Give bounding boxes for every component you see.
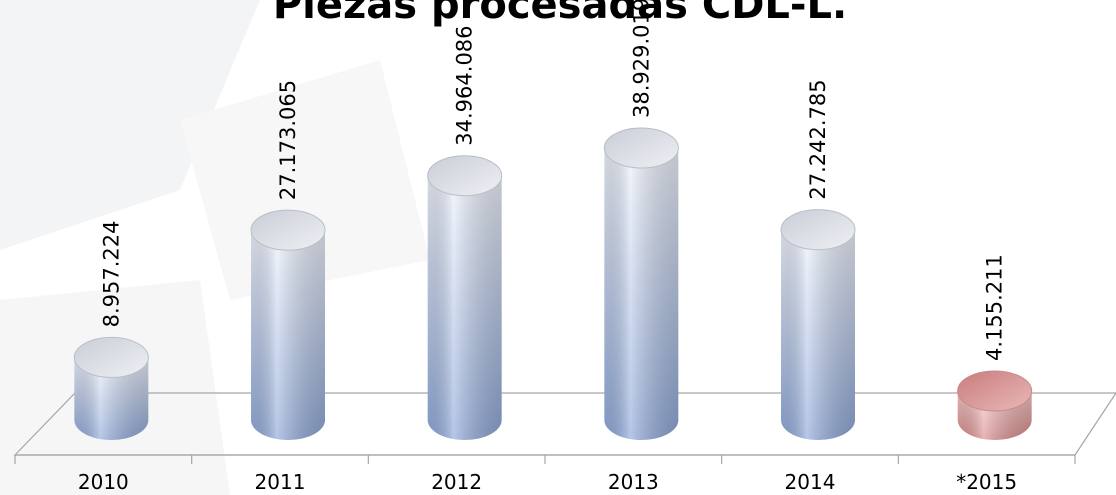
category-label: *2015 [956, 470, 1017, 494]
bars-group [73, 127, 1033, 440]
bar-top [780, 209, 856, 251]
value-label: 27.173.065 [276, 80, 300, 200]
background-decoration [0, 0, 430, 495]
bar-shading [251, 230, 325, 440]
bar-2014 [780, 209, 856, 440]
category-label: 2012 [431, 470, 482, 494]
bar-2012 [427, 155, 503, 440]
category-label: 2013 [608, 470, 659, 494]
bar-top [603, 127, 679, 169]
x-axis-ticks [14, 455, 1076, 464]
value-label: 8.957.224 [99, 221, 123, 328]
bar-2013 [603, 127, 679, 440]
value-labels: 8.957.224 27.173.065 34.964.086 38.929.019 2… [99, 0, 1006, 361]
bar-shading [781, 229, 855, 440]
bar-star-2015 [957, 370, 1033, 440]
bar-2011 [250, 209, 326, 440]
bar-top [957, 370, 1033, 412]
bar-top [250, 209, 326, 251]
bar-shading [427, 175, 502, 440]
category-labels: 2010 2011 2012 2013 2014 *2015 [78, 470, 1017, 494]
bar-top [427, 155, 503, 197]
value-label: 27.242.785 [806, 79, 830, 199]
value-label: 38.929.019 [629, 0, 653, 118]
bar-shading [604, 148, 679, 440]
bar-shading [74, 357, 149, 440]
chart-title: Piezas procesadas CDL-L. [273, 0, 847, 28]
category-label: 2014 [785, 470, 836, 494]
category-label: 2011 [255, 470, 306, 494]
bar-2010 [73, 336, 149, 440]
value-label: 4.155.211 [983, 254, 1007, 361]
value-label: 34.964.086 [453, 25, 477, 145]
category-label: 2010 [78, 470, 129, 494]
bar-top [73, 336, 149, 378]
